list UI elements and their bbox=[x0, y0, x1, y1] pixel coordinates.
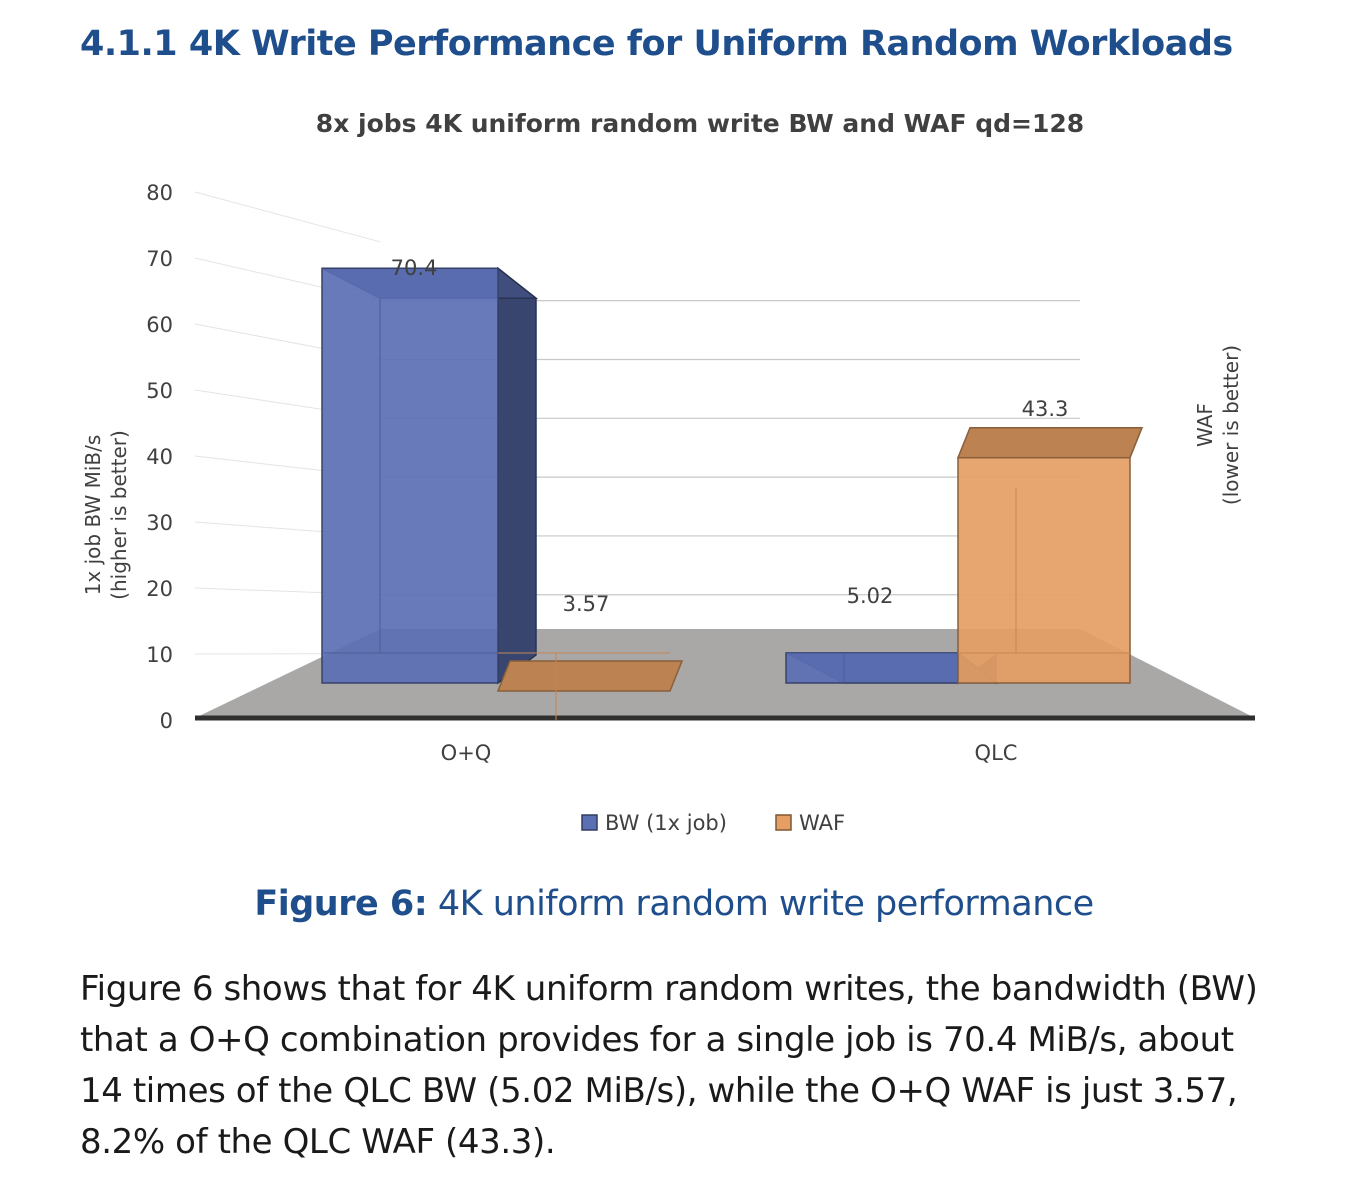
bar-front bbox=[957, 456, 1131, 684]
x-category-label: O+Q bbox=[441, 741, 492, 765]
x-category-label: QLC bbox=[975, 741, 1018, 765]
bar-chart: 70.4 3.57 5.02 43.3 8x jobs 4K uniform rand… bbox=[81, 109, 1255, 835]
y-axis-label-line: WAF bbox=[1193, 403, 1217, 447]
legend-label: BW (1x job) bbox=[605, 811, 727, 835]
bar-bw-1x-job--oq bbox=[321, 266, 539, 685]
bar-waf-oq bbox=[496, 652, 684, 721]
y-tick-label: 50 bbox=[146, 379, 173, 403]
y-axis-label-right: WAF (lower is better) bbox=[1193, 345, 1243, 505]
section-title: 4K Write Performance for Uniform Random … bbox=[188, 24, 1233, 64]
y-tick-label: 80 bbox=[146, 181, 173, 205]
bar-front bbox=[321, 267, 499, 684]
data-label: 70.4 bbox=[391, 256, 438, 280]
bar-bw-1x-job--qlc bbox=[785, 651, 999, 685]
y-tick-label: 70 bbox=[146, 247, 173, 271]
gridline-perspective bbox=[194, 191, 381, 243]
bar-top bbox=[496, 660, 684, 692]
data-labels: 70.4 3.57 5.02 43.3 bbox=[391, 256, 1069, 616]
y-tick-label: 10 bbox=[146, 643, 173, 667]
legend-label: WAF bbox=[799, 811, 845, 835]
y-axis-label-line: (higher is better) bbox=[107, 430, 131, 600]
bar-side bbox=[497, 266, 537, 685]
data-label: 5.02 bbox=[847, 584, 894, 608]
y-tick-label: 30 bbox=[146, 511, 173, 535]
caption-label: Figure 6: bbox=[254, 884, 428, 924]
y-axis-label-line: 1x job BW MiB/s bbox=[81, 435, 105, 596]
y-axis-label-left: 1x job BW MiB/s (higher is better) bbox=[81, 430, 131, 600]
data-label: 43.3 bbox=[1022, 397, 1069, 421]
y-tick-label: 60 bbox=[146, 313, 173, 337]
section-heading: 4.1.1 4K Write Performance for Uniform R… bbox=[80, 24, 1233, 64]
axes: 8x jobs 4K uniform random write BW and W… bbox=[81, 109, 1243, 765]
legend: BW (1x job) WAF bbox=[581, 811, 845, 835]
bar-front bbox=[785, 652, 959, 684]
chart-title: 8x jobs 4K uniform random write BW and W… bbox=[316, 109, 1084, 138]
bar-top bbox=[956, 426, 1144, 459]
section-number: 4.1.1 bbox=[80, 24, 178, 64]
bar-waf-qlc bbox=[956, 426, 1144, 684]
y-axis-label-line: (lower is better) bbox=[1219, 345, 1243, 505]
figure-caption: Figure 6: 4K uniform random write perfor… bbox=[0, 884, 1348, 924]
y-tick-label: 20 bbox=[146, 577, 173, 601]
legend-swatch bbox=[775, 814, 792, 831]
caption-text: 4K uniform random write performance bbox=[437, 884, 1094, 924]
y-tick-label: 0 bbox=[160, 709, 173, 733]
y-tick-label: 40 bbox=[146, 445, 173, 469]
legend-swatch bbox=[581, 814, 598, 831]
bars bbox=[321, 266, 1144, 721]
body-paragraph: Figure 6 shows that for 4K uniform rando… bbox=[80, 969, 1258, 1162]
data-label: 3.57 bbox=[563, 592, 610, 616]
